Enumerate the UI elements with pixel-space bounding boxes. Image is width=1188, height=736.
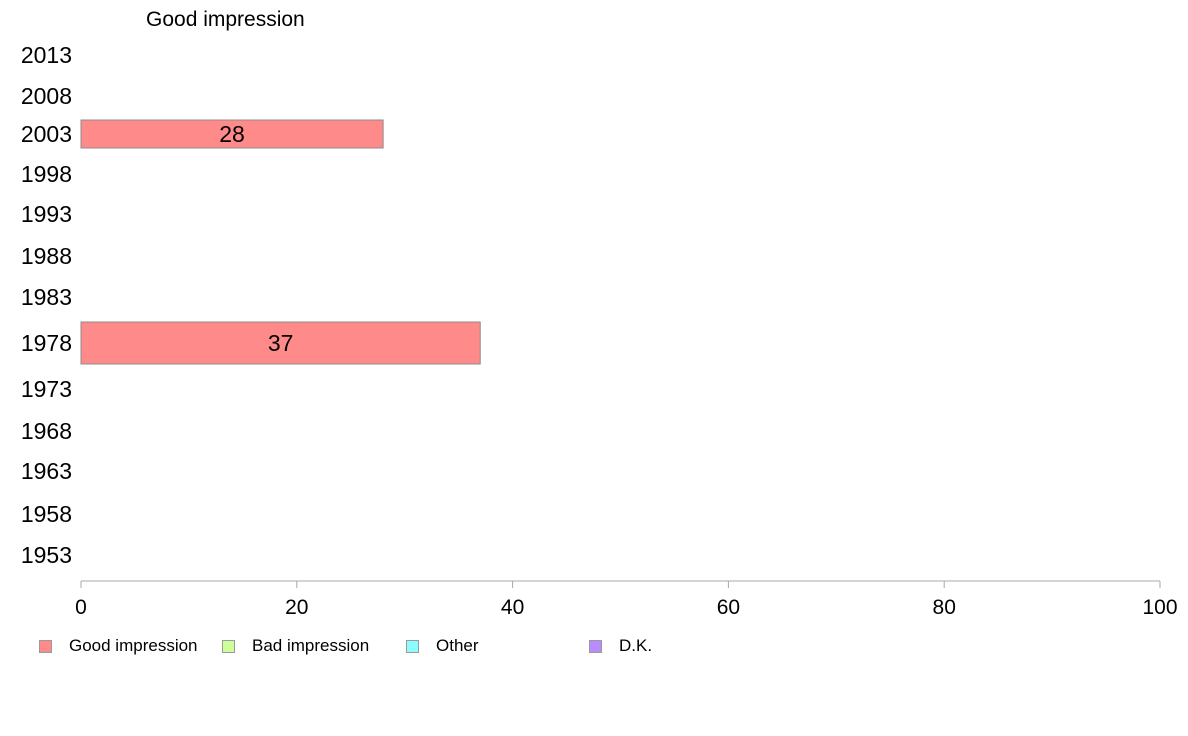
legend-item-good-impression: Good impression — [39, 635, 198, 657]
legend-label-good-impression: Good impression — [69, 636, 198, 655]
legend-item-other: Other — [406, 635, 479, 657]
category-label-1983: 1983 — [21, 284, 72, 310]
category-label-1978: 1978 — [21, 330, 72, 356]
x-tick-label-0: 0 — [75, 596, 87, 619]
legend-swatch-other — [406, 639, 419, 653]
legend-label-dk: D.K. — [619, 636, 653, 655]
x-tick-label-80: 80 — [933, 596, 956, 619]
category-label-2003: 2003 — [21, 121, 72, 147]
data-label-1978: 37 — [268, 330, 294, 356]
bar-1978 — [80, 321, 481, 365]
category-label-1988: 1988 — [21, 243, 72, 269]
category-label-1963: 1963 — [21, 458, 72, 484]
legend: Good impression Bad impression Other D.K… — [0, 635, 1188, 657]
x-tick-label-40: 40 — [501, 596, 524, 619]
category-label-1993: 1993 — [21, 201, 72, 227]
legend-label-other: Other — [436, 636, 479, 655]
x-tick-label-100: 100 — [1142, 596, 1177, 619]
category-label-1958: 1958 — [21, 501, 72, 527]
data-label-2003: 28 — [219, 121, 245, 147]
legend-item-bad-impression: Bad impression — [222, 635, 369, 657]
chart-title: Good impression — [146, 8, 305, 31]
category-label-2008: 2008 — [21, 83, 72, 109]
category-label-1973: 1973 — [21, 376, 72, 402]
x-axis: 0 20 40 60 80 100 — [75, 580, 1178, 619]
bars-group: 28 37 — [80, 119, 481, 365]
legend-label-bad-impression: Bad impression — [252, 636, 370, 655]
x-tick-label-20: 20 — [285, 596, 308, 619]
category-label-1968: 1968 — [21, 418, 72, 444]
bar-chart: Good impression 2013 2008 2003 1998 1993 1988… — [21, 8, 1178, 619]
category-label-1998: 1998 — [21, 161, 72, 187]
x-tick-label-60: 60 — [717, 596, 740, 619]
legend-swatch-good-impression — [39, 639, 52, 653]
category-rows: 2013 2008 2003 1998 1993 1988 1983 1978 1973 1968… — [21, 42, 72, 568]
legend-swatch-bad-impression — [222, 639, 235, 653]
legend-item-dk: D.K. — [589, 635, 652, 657]
legend-swatch-dk — [589, 639, 602, 653]
bar-2003 — [80, 119, 384, 149]
category-label-1953: 1953 — [21, 542, 72, 568]
category-label-2013: 2013 — [21, 42, 72, 68]
